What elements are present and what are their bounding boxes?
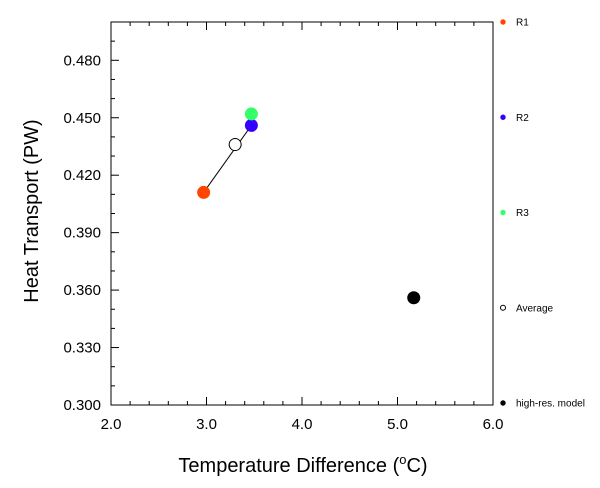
x-tick-label: 5.0 xyxy=(387,416,408,433)
y-tick-label: 0.420 xyxy=(63,167,101,184)
x-tick-label: 3.0 xyxy=(196,416,217,433)
point-r3 xyxy=(244,107,258,121)
point-r2 xyxy=(244,118,258,132)
point-high-res-model xyxy=(407,291,421,305)
x-axis-label: Temperature Difference (oC) xyxy=(178,452,427,477)
y-axis-label: Heat Transport (PW) xyxy=(21,119,43,302)
point-average xyxy=(228,138,242,152)
legend-label-r1: R1 xyxy=(516,18,529,29)
point-r1 xyxy=(197,185,211,199)
x-tick-label: 6.0 xyxy=(483,416,504,433)
x-tick-label: 4.0 xyxy=(292,416,313,433)
legend-label-r3: R3 xyxy=(516,208,529,219)
legend-marker-r2 xyxy=(500,114,506,120)
y-tick-label: 0.450 xyxy=(63,110,101,127)
y-tick-label: 0.360 xyxy=(63,282,101,299)
x-tick-label: 2.0 xyxy=(101,416,122,433)
y-tick-label: 0.300 xyxy=(63,397,101,414)
plot-frame xyxy=(110,21,494,406)
legend-marker-high-res-model xyxy=(500,400,506,406)
x-axis-label-suffix: C) xyxy=(406,455,427,477)
legend-marker-r1 xyxy=(500,19,506,25)
legend-marker-r3 xyxy=(500,209,506,216)
legend-label-average: Average xyxy=(516,303,554,314)
x-axis-label-prefix: Temperature Difference ( xyxy=(178,455,399,477)
legend-marker-average xyxy=(500,304,506,311)
legend-label-high-res-model: high-res. model xyxy=(516,399,585,410)
legend-label-r2: R2 xyxy=(516,113,529,124)
y-tick-label: 0.480 xyxy=(63,52,101,69)
y-tick-label: 0.390 xyxy=(63,225,101,242)
x-axis-label-degree: o xyxy=(399,452,406,467)
y-tick-label: 0.330 xyxy=(63,340,101,357)
connector-line xyxy=(203,125,252,193)
